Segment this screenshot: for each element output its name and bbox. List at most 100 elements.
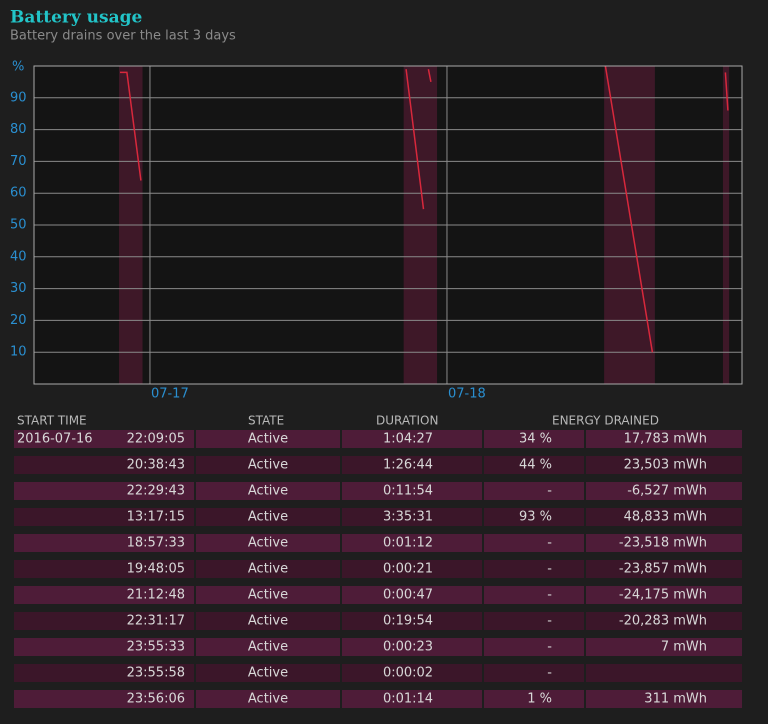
table-cell — [196, 560, 340, 578]
report-subtitle: Battery drains over the last 3 days — [10, 29, 236, 44]
table-text: 13:17:15 — [127, 510, 185, 525]
table-text: 0:00:23 — [383, 640, 433, 655]
table-text: Active — [248, 510, 288, 525]
table-text: 311 mWh — [644, 692, 707, 707]
table-cell — [196, 664, 340, 682]
table-text: 22:29:43 — [127, 484, 185, 499]
table-text: - — [547, 614, 552, 629]
table-text: 17,783 mWh — [624, 432, 707, 447]
table-cell — [484, 560, 584, 578]
table-cell — [14, 664, 194, 682]
table-cell — [342, 638, 482, 656]
table-text: 2016-07-16 — [17, 432, 93, 447]
table-cell — [196, 690, 340, 708]
table-text: 1 % — [527, 692, 552, 707]
table-cell — [14, 430, 194, 448]
y-tick-label: 90 — [10, 90, 27, 105]
drain-line — [120, 65, 729, 353]
table-text: 23:55:58 — [127, 666, 185, 681]
table-text: 18:57:33 — [127, 536, 185, 551]
table-cell — [14, 690, 194, 708]
table-cell — [342, 612, 482, 630]
column-header: ENERGY DRAINED — [552, 414, 659, 428]
table-cell — [196, 612, 340, 630]
report-title: Battery usage — [10, 8, 142, 28]
table-cell — [196, 456, 340, 474]
table-text: 22:09:05 — [127, 432, 185, 447]
table-text: 44 % — [519, 458, 552, 473]
table-text: Active — [248, 484, 288, 499]
x-tick-label: 07-18 — [448, 387, 486, 402]
table-cell — [14, 612, 194, 630]
table-cell — [342, 690, 482, 708]
table-text: 0:01:14 — [383, 692, 433, 707]
table-text: - — [547, 562, 552, 577]
y-tick-label: 10 — [10, 345, 27, 360]
table-text: Active — [248, 588, 288, 603]
table-text: 21:12:48 — [127, 588, 185, 603]
table-text: Active — [248, 692, 288, 707]
table-cell — [586, 508, 742, 526]
table-text: -23,518 mWh — [619, 536, 707, 551]
table-cell — [484, 612, 584, 630]
y-tick-label: 70 — [10, 154, 27, 169]
table-text: Active — [248, 432, 288, 447]
x-tick-label: 07-17 — [151, 387, 189, 402]
table-text: 3:35:31 — [383, 510, 433, 525]
table-cell — [484, 690, 584, 708]
table-cell — [586, 430, 742, 448]
table-text: 1:04:27 — [383, 432, 433, 447]
table-cell — [586, 456, 742, 474]
table-text: 0:19:54 — [383, 614, 433, 629]
table-cell — [342, 560, 482, 578]
column-header: DURATION — [376, 414, 438, 428]
table-text: 0:01:12 — [383, 536, 433, 551]
table-cell — [14, 586, 194, 604]
table-cell — [342, 430, 482, 448]
table-cell — [342, 508, 482, 526]
table-text: 23:55:33 — [127, 640, 185, 655]
table-cell — [196, 534, 340, 552]
table-cell — [586, 664, 742, 682]
table-cell — [484, 664, 584, 682]
table-cell — [586, 612, 742, 630]
table-cell — [14, 482, 194, 500]
table-cell — [484, 482, 584, 500]
table-text: Active — [248, 536, 288, 551]
table-cell — [342, 534, 482, 552]
table-cell — [14, 534, 194, 552]
plot-border — [33, 65, 743, 385]
table-text: 0:00:47 — [383, 588, 433, 603]
table-text: 93 % — [519, 510, 552, 525]
table-cell — [586, 586, 742, 604]
y-tick-label: 20 — [10, 313, 27, 328]
table-text: 23:56:06 — [127, 692, 185, 707]
table-text: - — [547, 588, 552, 603]
table-text: 23,503 mWh — [624, 458, 707, 473]
table-text: 1:26:44 — [383, 458, 433, 473]
table-cell — [586, 534, 742, 552]
table-text: -24,175 mWh — [619, 588, 707, 603]
table-cell — [14, 508, 194, 526]
table-cell — [196, 508, 340, 526]
table-text: 0:00:21 — [383, 562, 433, 577]
table-text: 34 % — [519, 432, 552, 447]
table-text: Active — [248, 640, 288, 655]
table-cell — [586, 560, 742, 578]
table-text: -6,527 mWh — [627, 484, 707, 499]
y-tick-label: 60 — [10, 186, 27, 201]
table-cell — [196, 430, 340, 448]
table-cell — [586, 690, 742, 708]
table-text: -20,283 mWh — [619, 614, 707, 629]
table-text: - — [547, 536, 552, 551]
table-text: 7 mWh — [661, 640, 707, 655]
column-header: START TIME — [17, 414, 87, 428]
table-cell — [484, 638, 584, 656]
table-text: 0:11:54 — [383, 484, 433, 499]
table-cell — [342, 456, 482, 474]
table-cell — [484, 430, 584, 448]
table-cell — [342, 482, 482, 500]
table-cell — [196, 482, 340, 500]
table-cell — [342, 664, 482, 682]
